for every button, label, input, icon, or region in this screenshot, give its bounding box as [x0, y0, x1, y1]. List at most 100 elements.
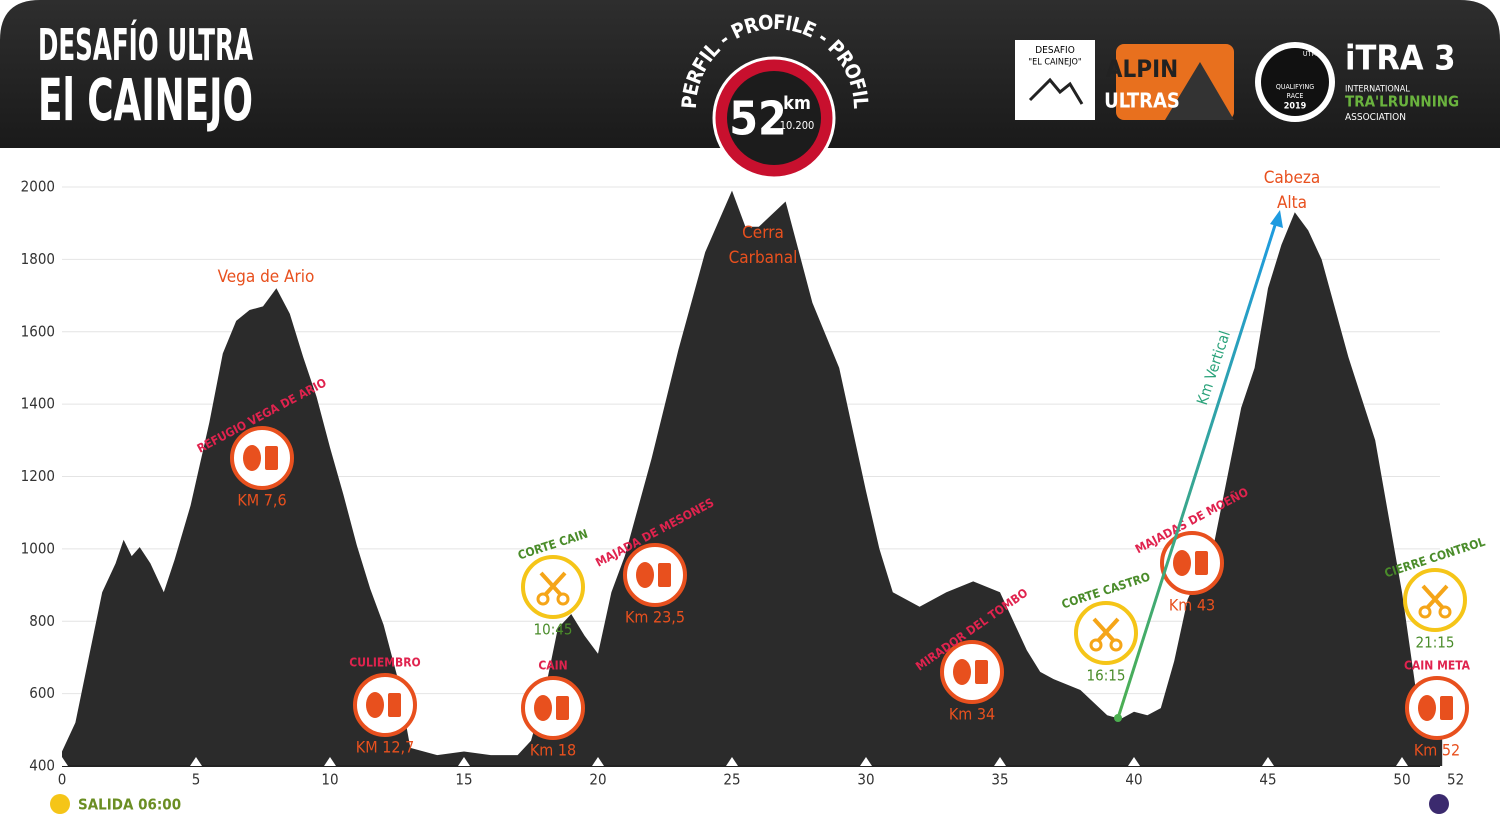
cutoff-icon [1418, 605, 1432, 619]
x-tick-label: 50 [1393, 771, 1410, 789]
badge-unit: km [783, 93, 811, 114]
cutoff-icon [1421, 584, 1449, 610]
x-tick [1449, 757, 1462, 766]
aid-station [230, 426, 294, 490]
aid-icon-food [1418, 695, 1436, 721]
cutoff-icon [1089, 638, 1103, 652]
x-tick [1128, 757, 1140, 766]
logo1-icon [1028, 77, 1084, 105]
y-tick-label: 600 [29, 684, 55, 702]
cutoff-icon [1438, 605, 1452, 619]
aid-km: Km 34 [949, 705, 995, 724]
itra-text: TRA'LRUNNING [1345, 93, 1459, 111]
km-vertical-arrow [1116, 221, 1278, 719]
aid-icon-food [1173, 550, 1191, 576]
logo3-text: QUALIFYING [1276, 83, 1314, 91]
y-tick-label: 400 [29, 757, 55, 775]
x-tick-label: 35 [991, 771, 1008, 789]
x-tick [190, 757, 202, 766]
cutoff-icon [556, 592, 570, 606]
x-tick-label: 40 [1125, 771, 1142, 789]
km-vertical-start [1114, 714, 1122, 722]
peak-label: Cerra Carbanal [729, 223, 798, 268]
cutoff-icon [539, 571, 567, 597]
km-vertical-label: Km Vertical [1193, 329, 1234, 407]
logo1 [1015, 40, 1095, 120]
badge-distance: 52 [729, 92, 787, 146]
cutoff-icon [536, 592, 550, 606]
logo3-text: 2019 [1284, 102, 1307, 112]
aid-km: KM 12,7 [356, 738, 414, 757]
x-tick [726, 757, 738, 766]
aid-name: CAIN [538, 659, 567, 673]
x-tick [56, 757, 68, 766]
aid-icon-drink [1195, 551, 1208, 575]
y-tick-label: 1400 [21, 395, 55, 413]
logo3-text: UTMB [1303, 50, 1321, 58]
aid-km: Km 18 [530, 741, 576, 760]
aid-station [1160, 531, 1224, 595]
aid-icon-drink [975, 660, 988, 684]
x-tick [860, 757, 872, 766]
x-tick [324, 757, 336, 766]
logo2-text: ALPIN [1106, 55, 1178, 83]
logo2-mountain [1165, 62, 1234, 120]
x-tick-label: 15 [455, 771, 472, 789]
itra-text: INTERNATIONAL [1345, 85, 1410, 95]
elevation-area [62, 190, 1443, 767]
x-tick [994, 757, 1006, 766]
logo2-text: ULTRAS [1104, 89, 1180, 113]
x-tick-label: 30 [857, 771, 874, 789]
aid-name: CULIEMBRO [349, 656, 420, 670]
x-tick-label: 45 [1259, 771, 1276, 789]
y-tick-label: 1000 [21, 539, 55, 557]
aid-km: Km 52 [1414, 741, 1460, 760]
aid-km: Km 43 [1169, 596, 1215, 615]
x-tick-label: 5 [192, 771, 201, 789]
x-tick-label: 25 [723, 771, 740, 789]
x-tick-label: 0 [58, 771, 67, 789]
x-tick [1396, 757, 1408, 766]
aid-icon-food [366, 692, 384, 718]
aid-km: KM 7,6 [237, 491, 286, 510]
aid-station [623, 543, 687, 607]
x-tick-label: 20 [589, 771, 606, 789]
y-tick-label: 1800 [21, 250, 55, 268]
aid-icon-drink [658, 563, 671, 587]
cutoff-time: 21:15 [1416, 634, 1455, 652]
logo3-text: RACE [1287, 92, 1304, 100]
aid-icon-drink [388, 693, 401, 717]
aid-station [1405, 676, 1469, 740]
badge-inner [727, 71, 821, 165]
itra-logo: iTRA 3 [1345, 39, 1456, 79]
x-tick-label: 52 [1447, 771, 1464, 789]
peak-label: Cabeza Alta [1264, 168, 1321, 213]
aid-icon-drink [265, 446, 278, 470]
aid-icon-drink [1440, 696, 1453, 720]
title: El CAINEJO [38, 66, 253, 134]
x-tick-label: 10 [321, 771, 338, 789]
aid-station [940, 640, 1004, 704]
aid-icon-food [636, 562, 654, 588]
aid-station [353, 673, 417, 737]
aid-name: CAIN META [1404, 659, 1471, 673]
logo1-text: "EL CAINEJO" [1028, 58, 1081, 68]
finish-icon [1429, 794, 1449, 814]
km-vertical-arrowhead [1270, 210, 1283, 228]
aid-station [521, 676, 585, 740]
x-tick [592, 757, 604, 766]
x-tick [1262, 757, 1274, 766]
peak-label: Vega de Ario [218, 267, 315, 287]
start-label: SALIDA 06:00 [78, 796, 181, 814]
logo3-inner [1261, 48, 1329, 116]
aid-icon-drink [556, 696, 569, 720]
y-tick-label: 2000 [21, 178, 55, 196]
cutoff-time: 16:15 [1087, 667, 1126, 685]
aid-icon-food [534, 695, 552, 721]
aid-icon-food [243, 445, 261, 471]
y-tick-label: 800 [29, 612, 55, 630]
cutoff-icon [1092, 617, 1120, 643]
title: DESAFÍO ULTRA [38, 18, 253, 71]
logo1-text: DESAFIO [1035, 45, 1075, 56]
